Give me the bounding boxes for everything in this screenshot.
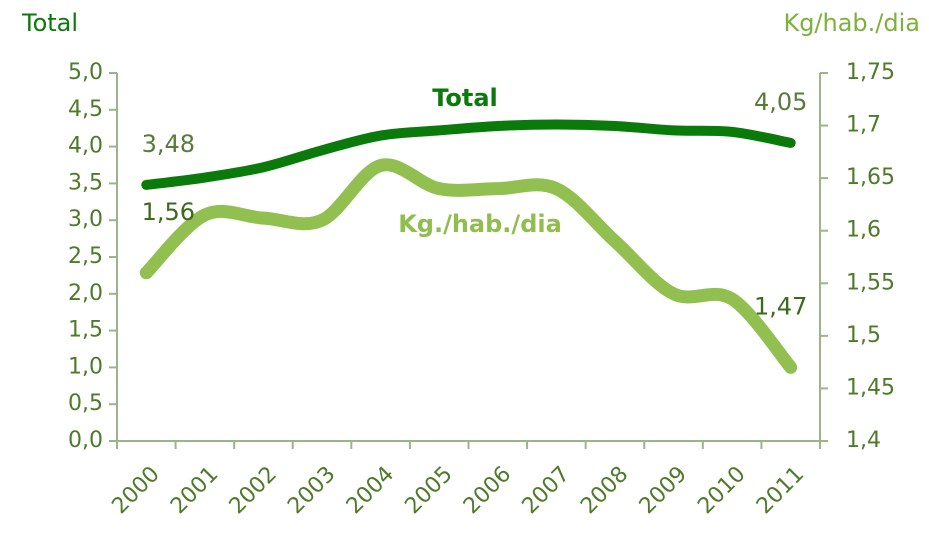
x-tick-label: 2003: [283, 462, 340, 519]
x-tick-label: 2001: [166, 462, 223, 519]
y-tick-label: 2,5: [68, 244, 103, 269]
x-tick-label: 2010: [693, 462, 750, 519]
x-tick-label: 2008: [576, 462, 633, 519]
x-tick-label: 2007: [518, 462, 575, 519]
y-tick-label: 0,5: [68, 391, 103, 416]
x-tick-label: 2006: [459, 462, 516, 519]
y-tick-label: 0,0: [68, 428, 103, 453]
y-tick-label: 4,5: [68, 97, 103, 122]
y-tick-label: 3,5: [68, 170, 103, 195]
y-tick-label: 1,0: [68, 354, 103, 379]
x-tick-label: 2011: [752, 462, 809, 519]
y2-tick-label: 1,5: [846, 323, 881, 348]
data-label: 4,05: [754, 88, 807, 116]
x-tick-label: 2000: [108, 462, 165, 519]
y2-tick-label: 1,45: [846, 375, 895, 400]
y-tick-label: 4,0: [68, 134, 103, 159]
y2-tick-label: 1,55: [846, 270, 895, 295]
y-axis-title: Total: [21, 9, 78, 37]
y2-tick-label: 1,4: [846, 428, 881, 453]
y2-tick-label: 1,6: [846, 218, 881, 243]
x-tick-label: 2004: [342, 462, 399, 519]
x-tick-label: 2009: [635, 462, 692, 519]
y2-tick-label: 1,7: [846, 113, 881, 138]
x-tick-label: 2002: [225, 462, 282, 519]
y-tick-label: 2,0: [68, 281, 103, 306]
y-tick-label: 3,0: [68, 207, 103, 232]
y-tick-label: 5,0: [68, 60, 103, 85]
y2-axis-title: Kg/hab./dia: [783, 9, 920, 37]
series-label: Total: [432, 84, 498, 112]
y2-tick-label: 1,65: [846, 165, 895, 190]
data-label: 1,47: [754, 292, 807, 320]
series-line: [139, 158, 798, 374]
data-label: 3,48: [142, 130, 195, 158]
y-tick-label: 1,5: [68, 318, 103, 343]
series-line: [141, 119, 796, 190]
x-tick-label: 2005: [400, 462, 457, 519]
data-label: 1,56: [142, 198, 195, 226]
series-label: Kg./hab./dia: [398, 210, 562, 238]
y2-tick-label: 1,75: [846, 60, 895, 85]
